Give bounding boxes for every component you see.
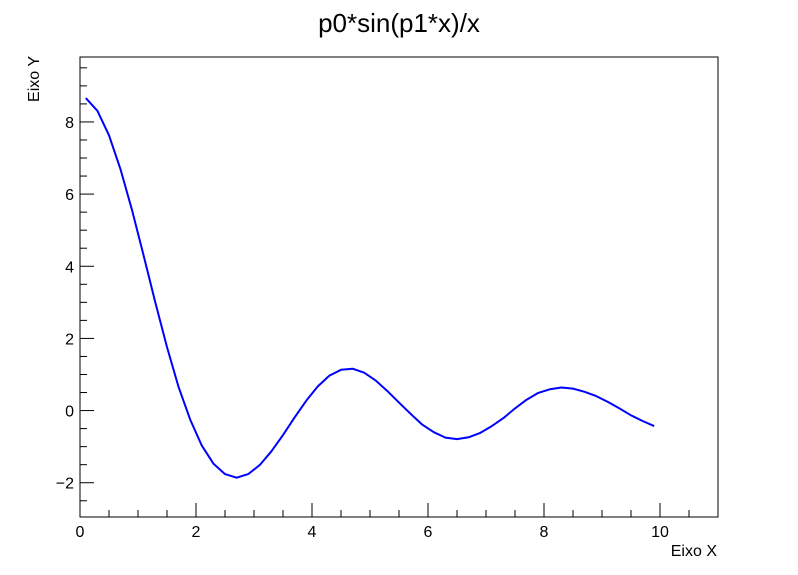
series-line [85,97,655,479]
y-tick-label: −2 [56,476,74,493]
y-tick-label: 6 [65,187,74,204]
plot-frame [79,56,719,518]
x-tick-label: 0 [76,524,85,541]
x-axis-label: Eixo X [671,543,718,560]
y-tick-label: 0 [65,404,74,421]
y-tick-label: 4 [65,259,74,276]
y-tick-label: 8 [65,115,74,132]
x-tick-label: 10 [651,524,669,541]
y-tick-label: 2 [65,331,74,348]
chart-title: p0*sin(p1*x)/x [318,8,480,38]
tick-labels: 0 2 4 6 8 10 −2 0 2 4 6 8 [56,115,669,541]
tick-marks [79,67,719,517]
x-tick-label: 8 [540,524,549,541]
x-tick-label: 2 [192,524,201,541]
y-axis-label: Eixo Y [26,56,43,102]
x-tick-label: 6 [424,524,433,541]
x-tick-label: 4 [308,524,317,541]
